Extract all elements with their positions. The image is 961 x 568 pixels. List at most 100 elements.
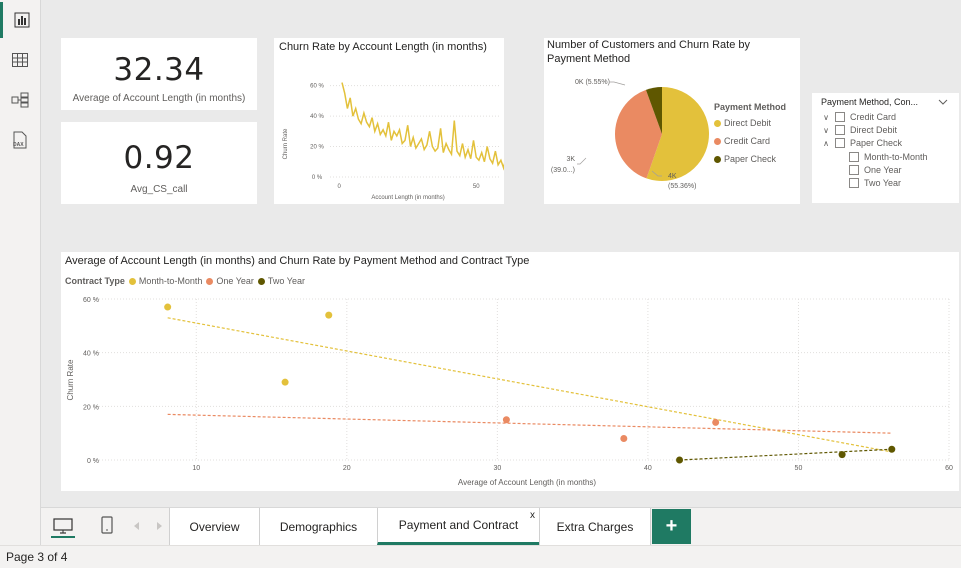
scatter-point-month-to-month[interactable]	[164, 303, 172, 311]
slicer-item-label: One Year	[864, 165, 902, 175]
scatter-legend-title: Contract Type	[65, 276, 125, 286]
legend-dot-icon	[257, 277, 265, 285]
desktop-layout-underline	[51, 536, 75, 538]
tab-demographics[interactable]: Demographics	[259, 508, 378, 545]
scatter-x-tick: 30	[493, 465, 501, 472]
scatter-point-two-year[interactable]	[888, 445, 896, 453]
add-page-button[interactable]: +	[652, 509, 691, 544]
checkbox[interactable]	[835, 138, 845, 148]
tab-extra-charges[interactable]: Extra Charges	[539, 508, 651, 545]
tab-payment-and-contract[interactable]: Payment and Contract x	[377, 508, 540, 545]
legend-label: Credit Card	[724, 136, 771, 146]
kpi-card-account-length[interactable]: 32.34 Average of Account Length (in mont…	[61, 38, 257, 110]
tab-label: Payment and Contract	[398, 518, 519, 532]
pie-slice-paper-check[interactable]	[645, 87, 662, 134]
data-view-button[interactable]	[0, 42, 40, 78]
pie-slice-direct-debit[interactable]	[646, 87, 710, 181]
pie-leader-credit	[577, 157, 587, 165]
legend-label-two-year[interactable]: Two Year	[267, 276, 305, 286]
churn-rate-line	[341, 82, 504, 171]
slicer-item-credit-card[interactable]: ∨ Credit Card	[821, 112, 896, 122]
chevron-up-icon[interactable]: ∧	[823, 138, 829, 148]
dax-query-view-button[interactable]: DAX	[0, 122, 40, 158]
checkbox[interactable]	[849, 178, 859, 188]
trend-line-two-year	[679, 448, 892, 461]
scatter-x-axis-label: Average of Account Length (in months)	[458, 478, 596, 487]
chevron-down-icon[interactable]: ∨	[823, 125, 829, 135]
scatter-point-one-year[interactable]	[620, 435, 628, 443]
scatter-y-tick: 60 %	[83, 297, 99, 304]
kpi-label: Avg_CS_call	[130, 184, 188, 195]
close-tab-icon[interactable]: x	[530, 510, 535, 521]
line-y-axis-label: Churn Rate	[283, 128, 289, 159]
payment-contract-slicer[interactable]: Payment Method, Con... ∨ Credit Card ∨ Dir…	[812, 93, 959, 203]
mobile-layout-icon[interactable]	[101, 516, 113, 534]
line-chart-title: Churn Rate by Account Length (in months)	[279, 41, 487, 53]
line-x-tick: 0	[338, 184, 342, 190]
scatter-point-one-year[interactable]	[712, 418, 720, 426]
pie-leader-paper	[610, 81, 626, 86]
scatter-point-one-year[interactable]	[502, 416, 510, 424]
legend-dot-icon	[128, 277, 136, 285]
line-chart-card[interactable]: Churn Rate by Account Length (in months)…	[274, 38, 504, 204]
pie-legend-title: Payment Method	[714, 102, 787, 112]
slicer-item-direct-debit[interactable]: ∨ Direct Debit	[821, 125, 897, 135]
chevron-down-icon[interactable]	[938, 99, 948, 105]
checkbox[interactable]	[849, 165, 859, 175]
scatter-y-tick: 0 %	[87, 458, 99, 465]
line-y-tick: 20 %	[310, 145, 324, 151]
slicer-item-month-to-month[interactable]: Month-to-Month	[849, 152, 928, 162]
trend-line-one-year	[167, 413, 892, 434]
slicer-item-label: Direct Debit	[850, 125, 898, 135]
checkbox[interactable]	[849, 152, 859, 162]
slicer-title: Payment Method, Con...	[821, 97, 919, 107]
desktop-layout-icon[interactable]	[53, 518, 73, 534]
legend-label-month-to-month[interactable]: Month-to-Month	[138, 276, 203, 286]
scatter-x-tick: 10	[192, 465, 200, 472]
tab-overview[interactable]: Overview	[169, 508, 260, 545]
tab-label: Extra Charges	[556, 519, 634, 534]
pie-legend-paper-check[interactable]: Paper Check	[714, 154, 776, 164]
page-tabs-bar: Overview Demographics Payment and Contra…	[41, 507, 961, 546]
slicer-item-paper-check[interactable]: ∧ Paper Check	[821, 138, 902, 148]
scatter-point-two-year[interactable]	[838, 451, 846, 459]
pie-chart-card[interactable]: Number of Customers and Churn Rate by Pa…	[544, 38, 800, 204]
scatter-point-month-to-month[interactable]	[325, 311, 333, 319]
legend-dot-icon	[714, 137, 721, 145]
pie-label-direct-debit-count: 4K	[668, 173, 677, 180]
line-x-axis-label: Account Length (in months)	[371, 195, 444, 201]
kpi-value: 0.92	[123, 140, 195, 176]
checkbox[interactable]	[835, 125, 845, 135]
pie-label-credit-card-pct: (39.0...)	[551, 167, 575, 174]
kpi-value: 32.34	[113, 52, 205, 88]
scatter-point-month-to-month[interactable]	[281, 378, 289, 386]
scatter-chart: Churn Rate Average of Account Length (in…	[66, 297, 953, 487]
pie-legend-direct-debit[interactable]: Direct Debit	[714, 118, 771, 128]
slicer-item-two-year[interactable]: Two Year	[849, 178, 901, 188]
line-chart: Churn Rate Account Length (in months) 60…	[283, 82, 504, 201]
scatter-chart-card[interactable]: Average of Account Length (in months) an…	[61, 252, 959, 491]
chevron-left-icon[interactable]	[134, 522, 140, 530]
line-y-tick: 0 %	[312, 175, 323, 181]
slicer-item-one-year[interactable]: One Year	[849, 165, 902, 175]
pie-title-line2: Payment Method	[547, 53, 631, 65]
trend-line-month-to-month	[167, 317, 892, 453]
report-view-button[interactable]	[0, 2, 40, 38]
scatter-x-tick: 60	[945, 465, 953, 472]
scatter-chart-title: Average of Account Length (in months) an…	[65, 255, 530, 267]
scatter-x-tick: 50	[795, 465, 803, 472]
model-view-button[interactable]	[0, 82, 40, 118]
slicer-item-label: Two Year	[864, 178, 902, 188]
kpi-card-cs-call[interactable]: 0.92 Avg_CS_call	[61, 122, 257, 204]
pie-slice-credit-card[interactable]	[615, 89, 662, 179]
line-y-tick: 60 %	[310, 84, 324, 90]
line-x-tick: 50	[473, 184, 480, 190]
pie-legend-credit-card[interactable]: Credit Card	[714, 136, 770, 146]
checkbox[interactable]	[835, 112, 845, 122]
legend-label-one-year[interactable]: One Year	[216, 276, 254, 286]
pie-leader-direct	[651, 170, 662, 177]
chevron-right-icon[interactable]	[157, 522, 163, 530]
scatter-point-two-year[interactable]	[676, 456, 684, 464]
chevron-down-icon[interactable]: ∨	[823, 112, 829, 122]
pie-chart: 0K (5.55%) 3K (39.0...) 4K (55.36%)	[551, 79, 710, 190]
